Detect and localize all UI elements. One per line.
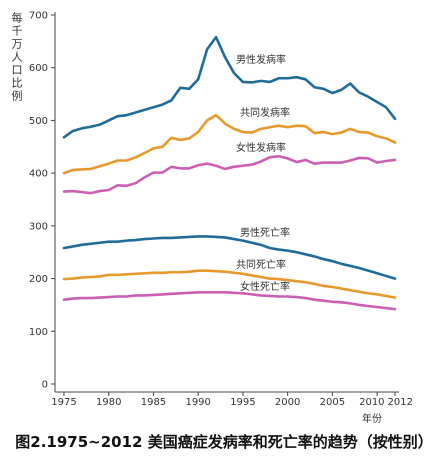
y-tick-label: 0 — [42, 380, 48, 391]
series-label-male-mortality: 男性死亡率 — [240, 226, 290, 239]
series-label-combined-incidence: 共同发病率 — [240, 106, 290, 119]
series-lines — [62, 35, 397, 311]
series-label-female-mortality: 女性死亡率 — [240, 280, 290, 293]
series-line-combined-incidence — [62, 113, 397, 175]
y-axis-title: 每千万人口比例 — [10, 12, 23, 103]
x-tick-label: 1995 — [230, 397, 255, 408]
series-line-female-mortality — [62, 290, 397, 311]
y-tick-label: 700 — [29, 11, 48, 22]
x-tick-label: 1985 — [141, 397, 166, 408]
x-tick-label: 1980 — [96, 397, 121, 408]
x-tick-label: 2005 — [320, 397, 345, 408]
chart-axes — [54, 12, 399, 393]
series-label-combined-mortality: 共同死亡率 — [236, 258, 286, 271]
series-line-male-incidence — [62, 35, 397, 139]
y-tick-label: 500 — [29, 116, 48, 127]
y-tick-label: 300 — [29, 221, 48, 232]
figure-caption: 图2.1975~2012 美国癌症发病率和死亡率的趋势（按性别） — [15, 433, 433, 451]
y-axis-ticks: 0 100 200 300 400 500 600 700 — [29, 11, 55, 391]
series-line-combined-mortality — [62, 269, 397, 299]
series-line-female-incidence — [62, 154, 397, 195]
series-line-male-mortality — [62, 235, 397, 280]
x-tick-label: 1975 — [51, 397, 76, 408]
x-axis-ticks: 1975 1980 1985 1990 1995 2000 2005 2010 2012 — [51, 392, 413, 408]
x-axis-title: 年份 — [362, 412, 382, 425]
x-tick-label: 2012 — [388, 397, 413, 408]
y-tick-label: 200 — [29, 274, 48, 285]
x-tick-label: 2000 — [275, 397, 300, 408]
y-tick-label: 100 — [29, 327, 48, 338]
x-tick-label: 2010 — [359, 397, 384, 408]
y-tick-label: 400 — [29, 169, 48, 180]
series-label-male-incidence: 男性发病率 — [236, 53, 286, 66]
series-label-female-incidence: 女性发病率 — [236, 141, 286, 154]
x-tick-label: 1990 — [185, 397, 210, 408]
y-tick-label: 600 — [29, 63, 48, 74]
